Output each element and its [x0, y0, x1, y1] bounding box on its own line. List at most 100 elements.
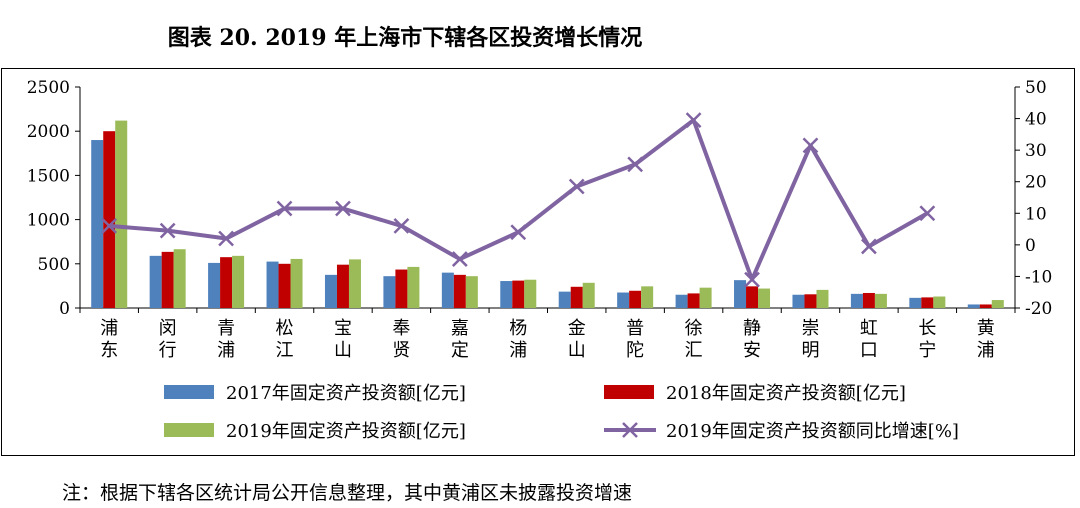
bar [220, 257, 233, 308]
bar [512, 280, 525, 308]
legend-marker [622, 422, 638, 438]
line-point [276, 200, 293, 217]
x-tick-label: 东 [100, 340, 118, 361]
x-tick-label: 松 [276, 318, 294, 339]
footnote: 注：根据下辖各区统计局公开信息整理，其中黄浦区未披露投资增速 [62, 482, 633, 504]
x-tick-label: 山 [334, 340, 352, 361]
right-tick-label: 0 [1025, 236, 1036, 256]
bar [629, 290, 642, 308]
line-point [451, 251, 468, 267]
x-tick-label: 虹 [860, 318, 878, 339]
x-tick-label: 黄 [977, 318, 995, 339]
right-tick-label: 40 [1025, 110, 1047, 130]
bar [383, 276, 396, 308]
x-tick-label: 口 [860, 340, 878, 361]
line-point [685, 112, 702, 129]
x-tick-label: 宝 [334, 318, 352, 339]
line-point [159, 222, 176, 239]
bar [641, 286, 654, 308]
x-tick-label: 崇 [801, 318, 819, 339]
bar [278, 263, 291, 308]
x-tick-label: 行 [159, 340, 177, 361]
bar [149, 255, 162, 308]
bar [687, 293, 700, 308]
bar [758, 288, 771, 308]
x-tick-label: 定 [451, 340, 469, 361]
x-tick-label: 浦 [509, 340, 527, 361]
legend-label: 2017年固定资产投资额[亿元] [226, 383, 466, 404]
bar [91, 140, 104, 308]
x-tick-label: 江 [276, 340, 294, 361]
bar [991, 300, 1004, 308]
x-tick-label: 青 [217, 318, 235, 339]
bar [208, 262, 221, 308]
x-tick-label: 徐 [685, 318, 703, 339]
bar [115, 120, 128, 308]
bar [850, 293, 863, 308]
bar [465, 276, 478, 308]
x-tick-label: 浦 [977, 340, 995, 361]
x-tick-label: 杨 [509, 318, 527, 339]
chart-frame [1, 68, 1075, 456]
right-tick-label: 50 [1025, 78, 1047, 98]
legend-swatch [164, 385, 214, 399]
line-point [919, 205, 936, 222]
left-tick-label: 1000 [27, 211, 70, 231]
line-point [393, 218, 410, 234]
right-tick-label: -20 [1025, 299, 1052, 319]
bar [792, 294, 805, 308]
left-tick-label: 2500 [27, 78, 70, 98]
line-point [101, 218, 118, 234]
bar [921, 297, 934, 308]
bar [290, 258, 303, 308]
left-tick-label: 500 [38, 255, 70, 275]
x-tick-label: 普 [626, 318, 644, 339]
x-tick-label: 贤 [392, 340, 410, 361]
bar [266, 261, 279, 308]
x-tick-label: 浦 [217, 340, 235, 361]
bar [524, 279, 537, 308]
left-tick-label: 1500 [27, 166, 70, 186]
line-point [568, 178, 585, 195]
bar [909, 297, 922, 308]
bar [979, 304, 992, 308]
right-tick-label: 20 [1025, 173, 1047, 193]
bar [441, 272, 454, 308]
bar [804, 294, 817, 308]
legend-label: 2019年固定资产投资额[亿元] [226, 421, 466, 442]
x-tick-label: 闵 [159, 318, 177, 339]
x-tick-label: 宁 [918, 340, 936, 361]
bar [699, 287, 712, 308]
growth-line [109, 118, 929, 282]
bar [558, 291, 571, 308]
bar [746, 286, 759, 308]
bar [582, 282, 595, 308]
bar [324, 274, 337, 308]
bar [967, 304, 980, 308]
bar [161, 251, 174, 308]
legend-label: 2018年固定资产投资额[亿元] [666, 383, 906, 404]
line-point [335, 200, 351, 217]
x-tick-label: 陀 [626, 340, 644, 361]
bar [675, 294, 688, 308]
bar [336, 264, 349, 308]
bar [103, 131, 116, 308]
x-tick-label: 嘉 [451, 318, 469, 339]
line-point [627, 156, 644, 173]
right-tick-label: 30 [1025, 141, 1047, 161]
x-tick-label: 明 [801, 340, 819, 361]
bar [173, 249, 186, 308]
bar [407, 266, 420, 308]
line-point [510, 224, 527, 241]
bar [395, 269, 408, 308]
legend-swatch [604, 385, 654, 399]
bar [617, 292, 630, 308]
legend-label: 2019年固定资产投资额同比增速[%] [666, 421, 959, 442]
x-tick-label: 静 [743, 318, 761, 339]
bar [734, 280, 747, 308]
bar [874, 293, 887, 308]
bar [232, 255, 245, 308]
bar [453, 274, 466, 308]
line-point [744, 271, 760, 288]
